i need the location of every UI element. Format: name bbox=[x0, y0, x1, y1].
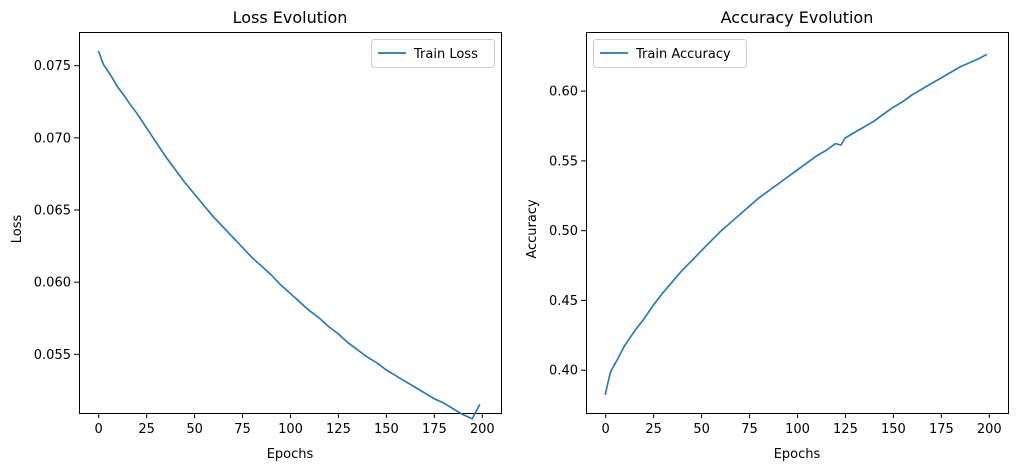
loss-y-ticks: 0.055 0.060 0.065 0.070 0.075 bbox=[34, 59, 79, 363]
accuracy-x-ticks: 0 25 50 75 100 125 150 175 200 bbox=[602, 413, 1002, 437]
loss-series-line bbox=[97, 50, 481, 420]
loss-x-tick-label: 200 bbox=[470, 422, 495, 437]
loss-x-tick-label: 150 bbox=[374, 422, 399, 437]
accuracy-y-tick-label: 0.50 bbox=[549, 224, 578, 239]
loss-x-ticks: 0 25 50 75 100 125 150 175 200 bbox=[95, 413, 495, 437]
accuracy-y-tick-label: 0.55 bbox=[549, 154, 578, 169]
accuracy-x-tick-label: 50 bbox=[693, 422, 710, 437]
loss-x-tick-label: 0 bbox=[95, 422, 103, 437]
accuracy-y-tick-label: 0.40 bbox=[549, 364, 578, 379]
loss-y-tick-label: 0.070 bbox=[34, 131, 71, 146]
loss-y-tick-label: 0.065 bbox=[34, 204, 71, 219]
accuracy-series-line bbox=[604, 53, 988, 396]
loss-legend: Train Loss bbox=[371, 39, 495, 68]
loss-y-axis-label: Loss bbox=[10, 215, 25, 244]
loss-x-tick-label: 25 bbox=[138, 422, 155, 437]
accuracy-series-group bbox=[604, 53, 988, 396]
accuracy-y-axis-label: Accuracy bbox=[525, 199, 540, 259]
accuracy-x-tick-label: 150 bbox=[881, 422, 906, 437]
loss-chart: Loss Evolution Epochs Loss 0 25 50 75 100 125… bbox=[10, 8, 502, 462]
loss-x-tick-label: 75 bbox=[234, 422, 251, 437]
accuracy-y-tick-label: 0.45 bbox=[549, 294, 578, 309]
loss-x-tick-label: 50 bbox=[186, 422, 203, 437]
loss-x-tick-label: 175 bbox=[422, 422, 447, 437]
loss-y-tick-label: 0.055 bbox=[34, 348, 71, 363]
loss-legend-label: Train Loss bbox=[413, 47, 478, 62]
loss-plot-frame bbox=[79, 32, 502, 414]
accuracy-legend-box bbox=[593, 39, 747, 68]
accuracy-x-tick-label: 125 bbox=[833, 422, 858, 437]
accuracy-x-axis-label: Epochs bbox=[774, 447, 821, 462]
accuracy-legend-label: Train Accuracy bbox=[635, 47, 731, 62]
accuracy-y-ticks: 0.40 0.45 0.50 0.55 0.60 bbox=[549, 85, 586, 379]
accuracy-x-tick-label: 175 bbox=[929, 422, 954, 437]
loss-x-tick-label: 100 bbox=[278, 422, 303, 437]
accuracy-x-tick-label: 0 bbox=[602, 422, 610, 437]
accuracy-x-tick-label: 75 bbox=[741, 422, 758, 437]
loss-legend-box bbox=[371, 39, 495, 68]
loss-chart-title: Loss Evolution bbox=[233, 8, 348, 27]
loss-series-group bbox=[97, 50, 481, 420]
accuracy-x-tick-label: 100 bbox=[785, 422, 810, 437]
accuracy-chart-title: Accuracy Evolution bbox=[721, 8, 874, 27]
accuracy-x-tick-label: 25 bbox=[645, 422, 662, 437]
loss-x-tick-label: 125 bbox=[326, 422, 351, 437]
loss-x-axis-label: Epochs bbox=[267, 447, 314, 462]
accuracy-plot-frame bbox=[586, 32, 1009, 414]
accuracy-chart: Accuracy Evolution Epochs Accuracy 0 25 50… bbox=[525, 8, 1009, 462]
loss-y-tick-label: 0.075 bbox=[34, 59, 71, 74]
loss-y-tick-label: 0.060 bbox=[34, 276, 71, 291]
accuracy-y-tick-label: 0.60 bbox=[549, 85, 578, 100]
accuracy-legend: Train Accuracy bbox=[593, 39, 747, 68]
accuracy-x-tick-label: 200 bbox=[977, 422, 1002, 437]
